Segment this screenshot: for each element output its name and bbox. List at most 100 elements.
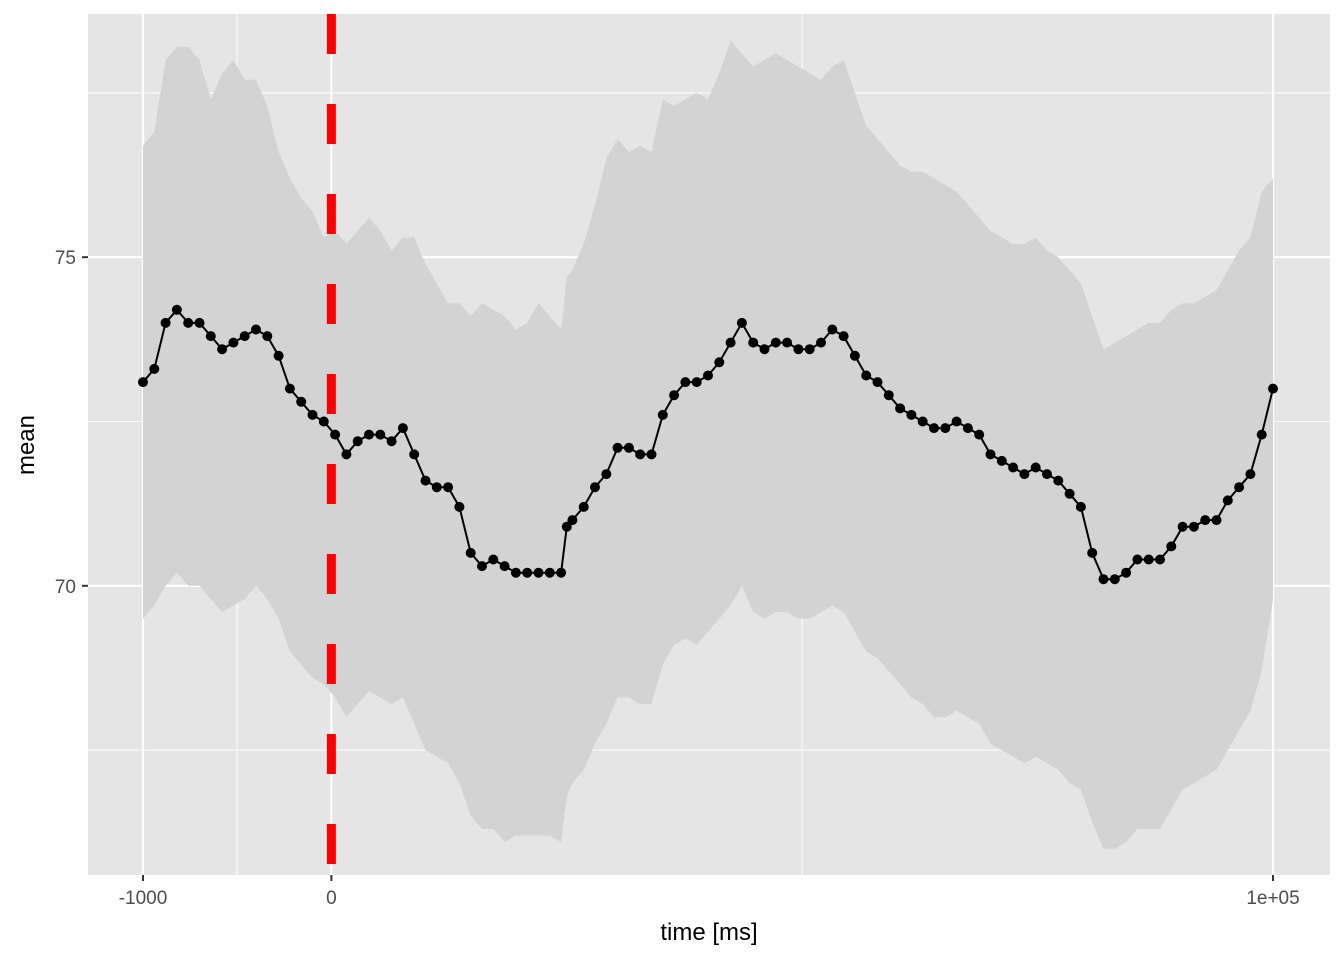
mean-point: [533, 567, 544, 578]
mean-point: [1188, 521, 1199, 532]
mean-point: [669, 390, 680, 401]
mean-point: [477, 561, 487, 572]
mean-point: [646, 449, 657, 460]
mean-point: [183, 317, 194, 328]
mean-point: [239, 331, 250, 342]
mean-point: [827, 324, 838, 335]
mean-point: [906, 409, 917, 420]
mean-point: [1245, 469, 1256, 480]
x-axis: -1000 0 1e+05: [119, 875, 1300, 909]
mean-point: [1155, 554, 1165, 565]
mean-point: [386, 436, 397, 447]
mean-point: [307, 409, 318, 420]
mean-point: [561, 521, 572, 532]
mean-point: [985, 449, 996, 460]
mean-point: [883, 390, 894, 401]
mean-point: [601, 469, 612, 480]
mean-point: [691, 377, 702, 388]
mean-point: [804, 344, 815, 355]
mean-point: [590, 482, 600, 493]
mean-point: [510, 567, 521, 578]
mean-point: [635, 449, 646, 460]
mean-point: [770, 337, 781, 348]
mean-point: [251, 324, 261, 335]
y-axis: 70 75: [55, 248, 88, 598]
mean-point: [736, 317, 747, 328]
mean-point: [917, 416, 928, 427]
mean-point: [1143, 554, 1154, 565]
mean-point: [1132, 554, 1143, 565]
mean-point: [194, 317, 205, 328]
mean-point: [1008, 462, 1019, 473]
mean-point: [228, 337, 239, 348]
mean-point: [680, 377, 691, 388]
mean-point: [578, 501, 589, 512]
mean-point: [657, 409, 668, 420]
mean-point: [217, 344, 228, 355]
mean-point: [612, 442, 623, 453]
mean-point: [872, 377, 883, 388]
mean-point: [397, 423, 408, 434]
mean-point: [951, 416, 962, 427]
x-axis-title: time [ms]: [660, 919, 757, 946]
mean-point: [556, 567, 567, 578]
mean-point: [1256, 429, 1267, 440]
mean-point: [431, 482, 442, 493]
mean-point: [1030, 462, 1041, 473]
mean-point: [420, 475, 431, 486]
y-tick-label: 70: [55, 577, 76, 598]
mean-point: [273, 350, 284, 361]
mean-point: [341, 449, 352, 460]
mean-point: [375, 429, 386, 440]
mean-point: [895, 403, 906, 414]
mean-point: [352, 436, 363, 447]
mean-point: [330, 429, 341, 440]
mean-point: [1211, 515, 1222, 526]
mean-point: [861, 370, 872, 381]
mean-point: [567, 515, 578, 526]
mean-point: [262, 331, 273, 342]
mean-point: [1268, 383, 1278, 394]
mean-point: [205, 331, 216, 342]
mean-point: [364, 429, 374, 440]
mean-point: [296, 396, 307, 407]
mean-point: [974, 429, 985, 440]
mean-point: [171, 304, 182, 315]
mean-point: [1109, 574, 1120, 585]
mean-point: [454, 501, 465, 512]
x-tick-label: -1000: [119, 888, 168, 909]
mean-point: [1098, 574, 1109, 585]
mean-point: [623, 442, 634, 453]
mean-point: [443, 482, 454, 493]
mean-point: [1200, 515, 1211, 526]
mean-point: [929, 423, 939, 434]
mean-point: [1121, 567, 1132, 578]
mean-point: [793, 344, 804, 355]
mean-points: [138, 304, 1278, 585]
mean-point: [318, 416, 329, 427]
mean-point: [465, 547, 476, 558]
mean-point: [703, 370, 713, 381]
mean-point: [160, 317, 171, 328]
mean-point: [996, 455, 1007, 466]
x-tick-label: 1e+05: [1246, 888, 1299, 909]
mean-point: [1053, 475, 1064, 486]
mean-point: [488, 554, 499, 565]
mean-point: [748, 337, 759, 348]
mean-point: [714, 357, 725, 368]
mean-point: [1064, 488, 1075, 499]
mean-point: [1042, 469, 1052, 480]
mean-point: [838, 331, 849, 342]
mean-point: [1177, 521, 1188, 532]
mean-point: [816, 337, 826, 348]
mean-point: [522, 567, 533, 578]
mean-point: [962, 423, 973, 434]
mean-point: [849, 350, 860, 361]
mean-point: [284, 383, 295, 394]
mean-point: [1075, 501, 1086, 512]
mean-point: [1234, 482, 1245, 493]
mean-point: [499, 561, 510, 572]
y-axis-title: mean: [13, 415, 40, 475]
mean-point: [940, 423, 951, 434]
